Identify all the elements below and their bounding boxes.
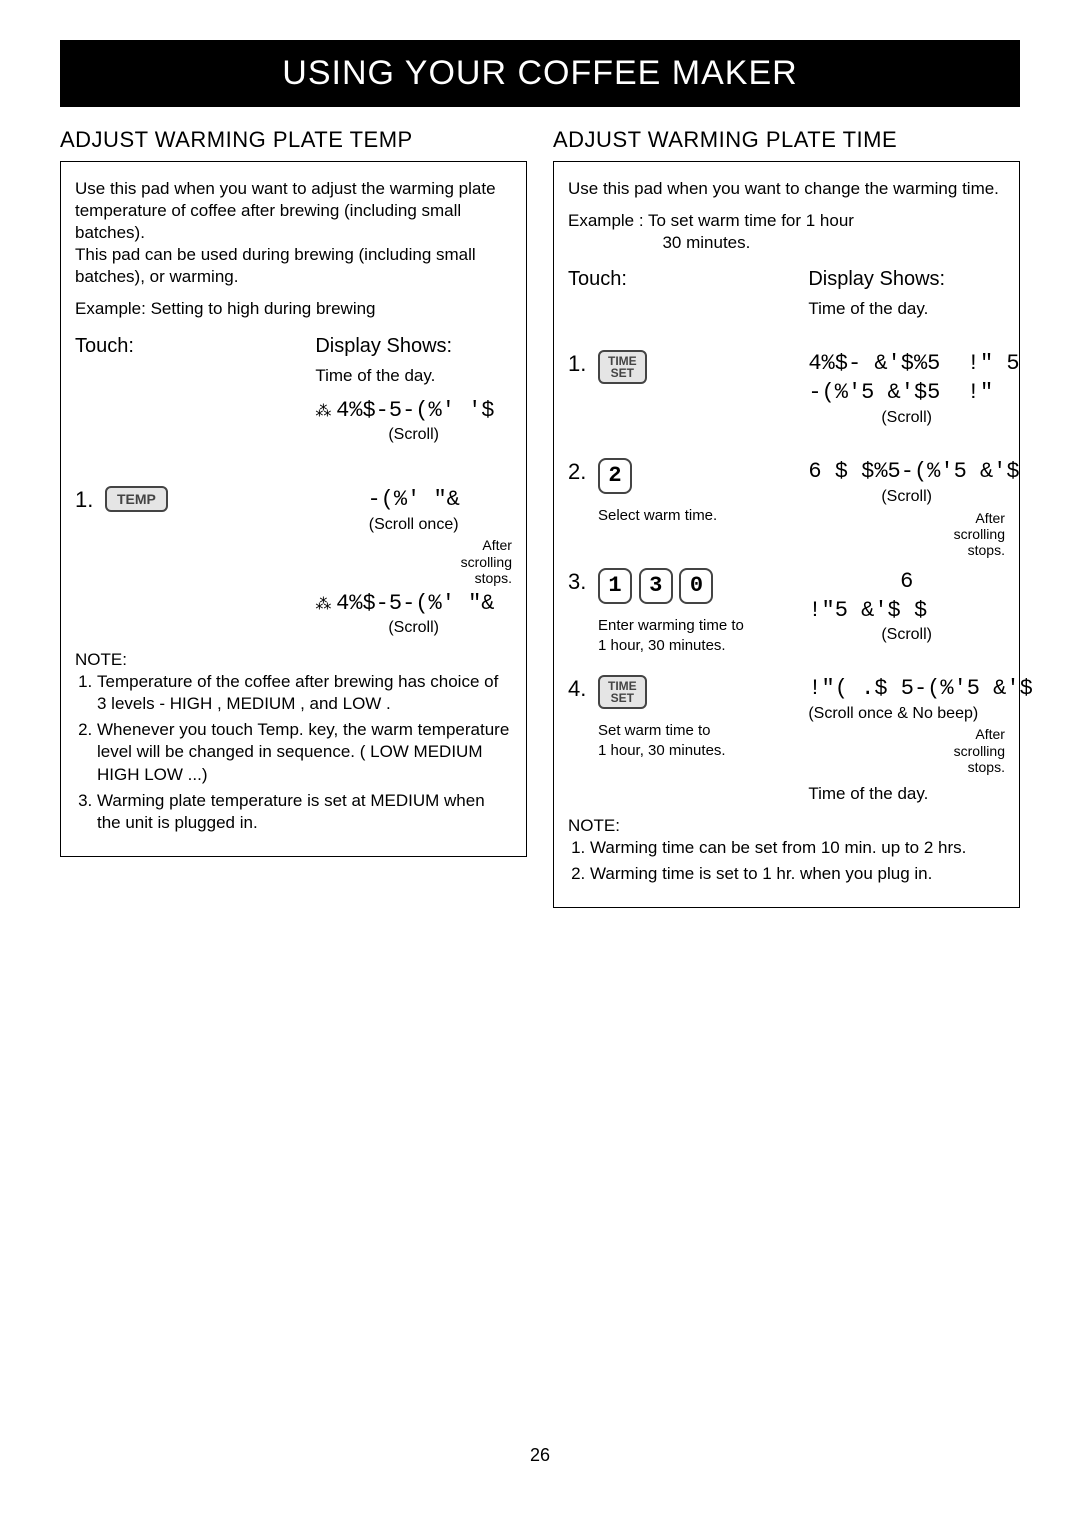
display-header: Display Shows: — [315, 333, 512, 359]
display-text: -(%'5 &'$5 !" — [808, 379, 1005, 408]
display-text: 4%$- &'$%5 !" 5 — [808, 350, 1005, 379]
display-text: 6 — [808, 568, 1005, 597]
right-example: Example : To set warm time for 1 hour 30… — [568, 210, 1005, 254]
display-text: !"5 &'$ $ — [808, 597, 1005, 626]
right-step1: 1. TIME SET 4%$- &'$%5 !" 5 -(%'5 &'$5 !… — [568, 350, 1005, 428]
step-number: 4. — [568, 675, 590, 704]
note-item: Warming time can be set from 10 min. up … — [590, 837, 1005, 859]
time-of-day-text: Time of the day. — [315, 365, 512, 387]
page-title: USING YOUR COFFEE MAKER — [60, 40, 1020, 107]
steam-icon: ⁂ — [315, 596, 331, 614]
touch-header: Touch: — [568, 266, 808, 292]
right-row-timeofday: Time of the day. — [568, 298, 1005, 320]
digit-3-button[interactable]: 3 — [639, 568, 673, 604]
right-box: Use this pad when you want to change the… — [553, 161, 1020, 908]
left-step1: 1. TEMP -(%' "& (Scroll once) After scro… — [75, 486, 512, 639]
steam-icon: ⁂ — [315, 403, 331, 421]
touch-header: Touch: — [75, 333, 315, 359]
scroll-label: (Scroll) — [808, 625, 1005, 646]
left-example: Example: Setting to high during brewing — [75, 298, 512, 320]
timeset-button[interactable]: TIME SET — [598, 350, 647, 384]
right-column: ADJUST WARMING PLATE TIME Use this pad w… — [553, 127, 1020, 908]
step4-caption: Set warm time to 1 hour, 30 minutes. — [598, 721, 808, 760]
scroll-label: (Scroll) — [315, 425, 512, 446]
scroll-once-nobeep: (Scroll once & No beep) — [808, 704, 1005, 725]
step-number: 1. — [568, 350, 590, 379]
after-scroll-note: After scrolling stops. — [808, 510, 1005, 558]
note-item: Warming time is set to 1 hr. when you pl… — [590, 863, 1005, 885]
right-step4: 4. TIME SET Set warm time to 1 hour, 30 … — [568, 675, 1005, 805]
right-notes: Warming time can be set from 10 min. up … — [590, 837, 1005, 885]
left-box: Use this pad when you want to adjust the… — [60, 161, 527, 857]
right-step2: 2. 2 Select warm time. 6 $ $%5-(%'5 &'$ … — [568, 458, 1005, 558]
columns: ADJUST WARMING PLATE TEMP Use this pad w… — [60, 127, 1020, 908]
left-headers: Touch: Display Shows: — [75, 333, 512, 359]
after-scroll-note: After scrolling stops. — [808, 726, 1005, 774]
right-headers: Touch: Display Shows: — [568, 266, 1005, 292]
scroll-label: (Scroll) — [808, 408, 1005, 429]
temp-button[interactable]: TEMP — [105, 486, 168, 512]
left-notes: Temperature of the coffee after brewing … — [97, 671, 512, 834]
step-number: 3. — [568, 568, 590, 597]
display-text: 6 $ $%5-(%'5 &'$ — [808, 458, 1005, 487]
note-item: Whenever you touch Temp. key, the warm t… — [97, 719, 512, 785]
note-item: Warming plate temperature is set at MEDI… — [97, 790, 512, 834]
notes-heading: NOTE: — [75, 649, 512, 671]
time-of-day-text: Time of the day. — [808, 783, 1005, 805]
digit-2-button[interactable]: 2 — [598, 458, 632, 494]
notes-heading: NOTE: — [568, 815, 1005, 837]
left-column: ADJUST WARMING PLATE TEMP Use this pad w… — [60, 127, 527, 908]
left-heading: ADJUST WARMING PLATE TEMP — [60, 127, 527, 153]
display-text: 4%$-5-(%' '$ — [336, 398, 494, 423]
scroll-once-label: (Scroll once) — [315, 515, 512, 536]
note-item: Temperature of the coffee after brewing … — [97, 671, 512, 715]
step3-caption: Enter warming time to 1 hour, 30 minutes… — [598, 616, 808, 655]
display-text: !"( .$ 5-(%'5 &'$ — [808, 675, 1005, 704]
left-intro: Use this pad when you want to adjust the… — [75, 178, 512, 288]
digit-0-button[interactable]: 0 — [679, 568, 713, 604]
left-row-timeofday: Time of the day. — [75, 365, 512, 387]
display-text: -(%' "& — [315, 486, 512, 515]
scroll-label: (Scroll) — [808, 487, 1005, 508]
right-step3: 3. 1 3 0 Enter warming time to 1 hour, 3… — [568, 568, 1005, 655]
left-row-disp1: ⁂ 4%$-5-(%' '$ (Scroll) — [75, 397, 512, 446]
step2-caption: Select warm time. — [598, 506, 808, 526]
timeset-button[interactable]: TIME SET — [598, 675, 647, 709]
scroll-label: (Scroll) — [315, 618, 512, 639]
digit-1-button[interactable]: 1 — [598, 568, 632, 604]
display-header: Display Shows: — [808, 266, 1005, 292]
page-number: 26 — [0, 1445, 1080, 1466]
right-intro: Use this pad when you want to change the… — [568, 178, 1005, 200]
after-scroll-note: After scrolling stops. — [315, 537, 512, 585]
display-text: 4%$-5-(%' "& — [336, 591, 494, 616]
step-number: 2. — [568, 458, 590, 487]
time-of-day-text: Time of the day. — [808, 298, 1005, 320]
step-number: 1. — [75, 486, 97, 515]
right-heading: ADJUST WARMING PLATE TIME — [553, 127, 1020, 153]
